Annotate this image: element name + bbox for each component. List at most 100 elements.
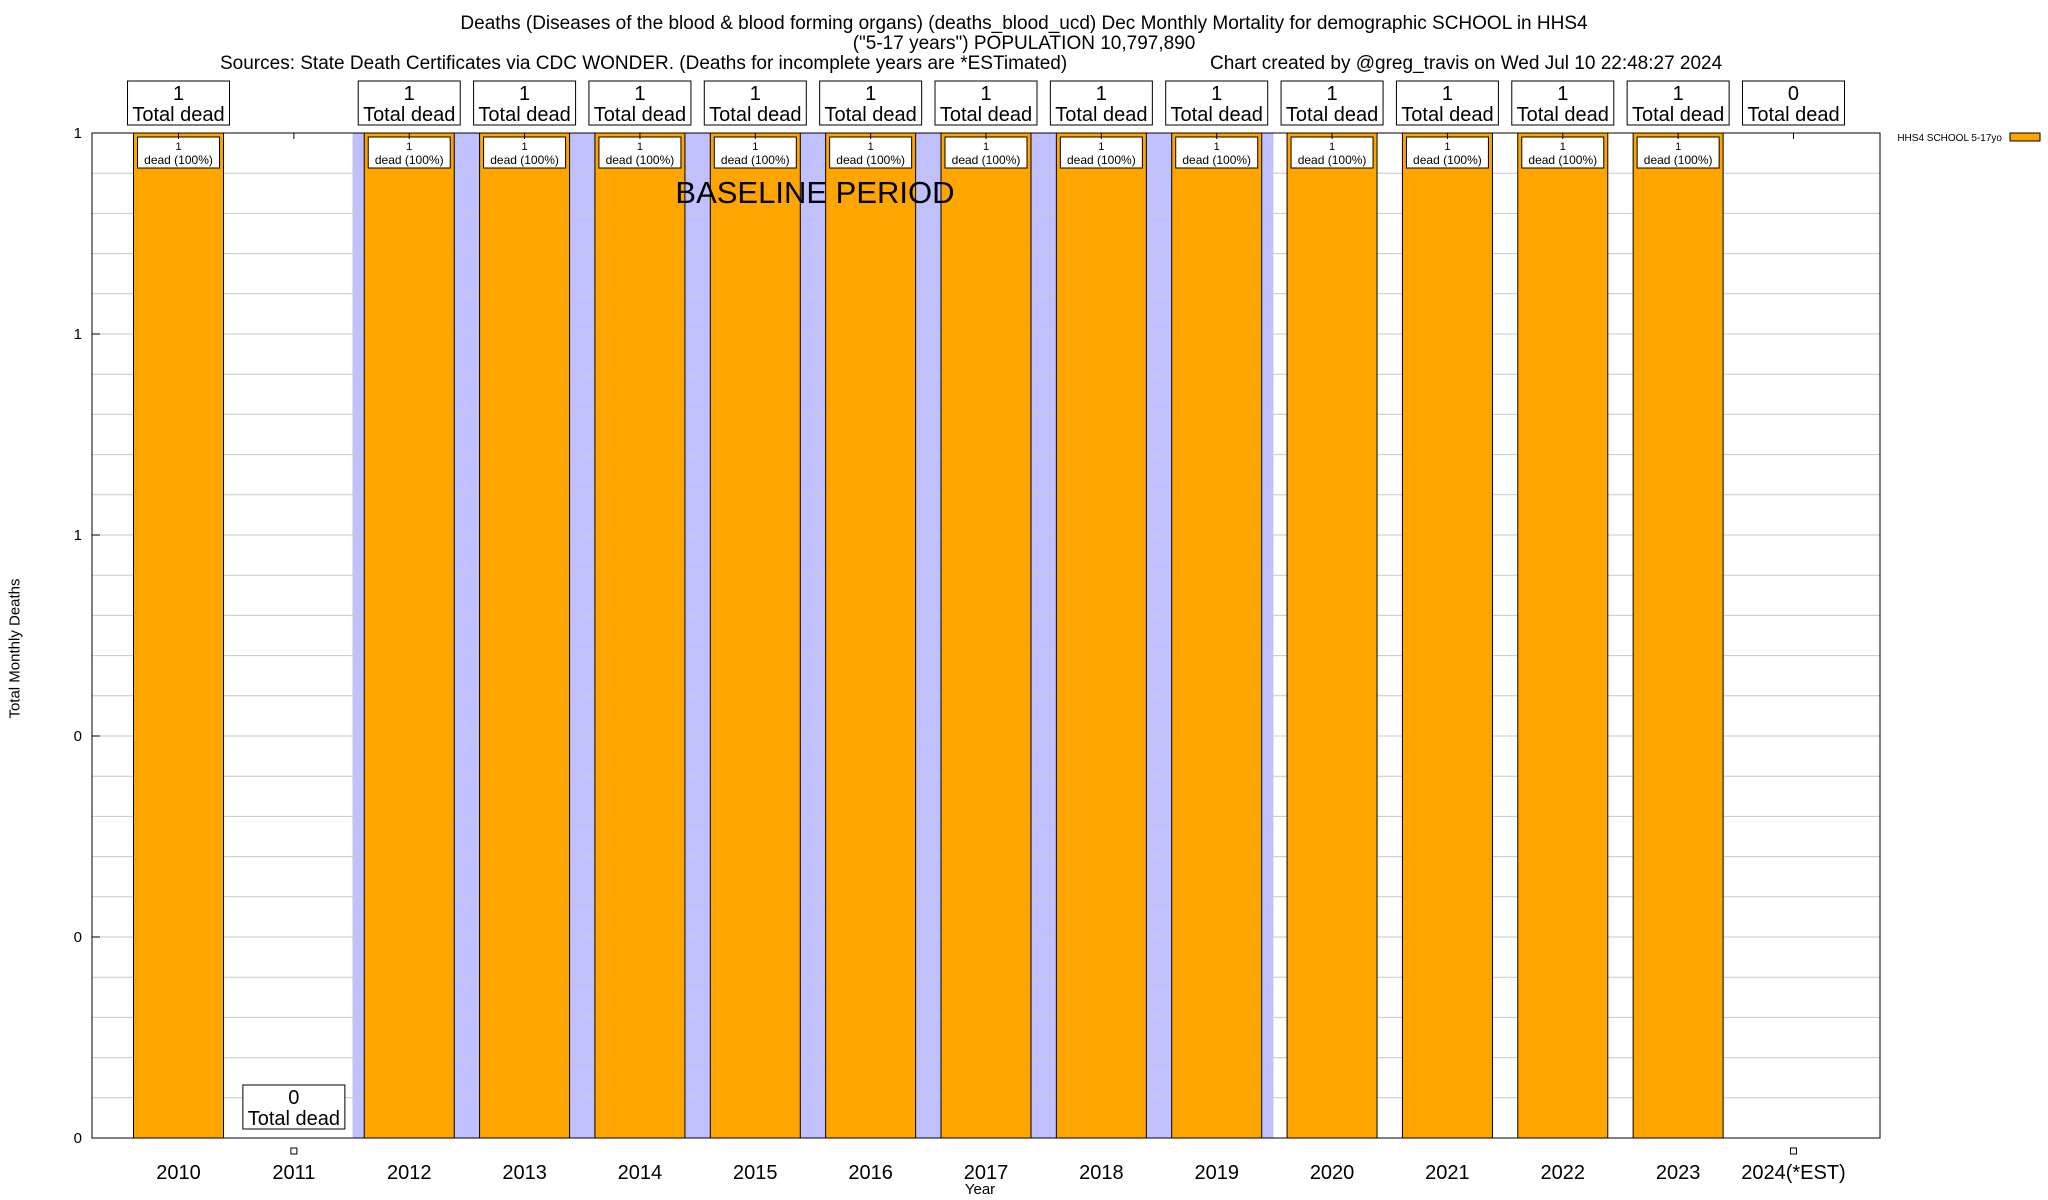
bar-label-text: dead (100%)	[1298, 153, 1367, 167]
x-tick-label: 2012	[387, 1162, 432, 1184]
bar	[825, 132, 917, 1139]
bar-label-box	[1521, 136, 1605, 169]
total-label-count: 0	[1788, 83, 1799, 105]
total-label-count: 1	[1327, 83, 1338, 105]
total-label-count: 1	[404, 83, 415, 105]
bar-label-count: 1	[1098, 141, 1104, 153]
bar-label-box	[1175, 136, 1259, 169]
total-label-count: 1	[980, 83, 991, 105]
bar-label-count: 1	[752, 141, 758, 153]
bar-label-text: dead (100%)	[1644, 153, 1713, 167]
bar-label-count: 1	[868, 141, 874, 153]
bar-label-count: 1	[983, 141, 989, 153]
total-label-suffix: Total dead	[132, 104, 224, 126]
x-tick-label: 2020	[1310, 1162, 1355, 1184]
y-axis-label: Total Monthly Deaths	[6, 578, 24, 719]
total-label-count: 1	[519, 83, 530, 105]
baseline-label: BASELINE PERIOD	[675, 175, 954, 210]
x-tick-label: 2023	[1656, 1162, 1701, 1184]
bar-label-text: dead (100%)	[606, 153, 675, 167]
bar-label-text: dead (100%)	[836, 153, 905, 167]
total-label-box	[703, 80, 807, 126]
total-label-count: 1	[634, 83, 645, 105]
bar	[479, 132, 571, 1139]
total-label-box	[473, 80, 577, 126]
zero-marker	[290, 1147, 298, 1155]
total-label-count: 1	[750, 83, 761, 105]
y-tick-label: 0	[74, 728, 82, 745]
x-tick-label: 2018	[1079, 1162, 1124, 1184]
y-tick-label: 0	[74, 929, 82, 946]
bar-label-count: 1	[1675, 141, 1681, 153]
total-label-count: 1	[865, 83, 876, 105]
total-label-box	[1395, 80, 1499, 126]
total-label-box	[588, 80, 692, 126]
total-label-suffix: Total dead	[594, 104, 686, 126]
chart-title-line-1: Deaths (Diseases of the blood & blood fo…	[460, 13, 1588, 34]
legend-label: HHS4 SCHOOL 5-17yo	[1897, 133, 2002, 144]
bar-label-text: dead (100%)	[375, 153, 444, 167]
total-label-suffix: Total dead	[1632, 104, 1724, 126]
y-tick-label: 1	[74, 527, 82, 544]
total-label-box	[127, 80, 231, 126]
chart-title-line-2: ("5-17 years") POPULATION 10,797,890	[852, 33, 1196, 54]
bar-label-text: dead (100%)	[952, 153, 1021, 167]
total-label-suffix: Total dead	[709, 104, 801, 126]
bar-label-count: 1	[637, 141, 643, 153]
credit-text: Chart created by @greg_travis on Wed Jul…	[1210, 53, 1723, 74]
total-label-suffix: Total dead	[1286, 104, 1378, 126]
x-tick-label: 2013	[502, 1162, 547, 1184]
plot-frame	[91, 132, 1881, 1139]
bar-label-count: 1	[1214, 141, 1220, 153]
total-label-suffix: Total dead	[248, 1108, 340, 1130]
bar	[940, 132, 1032, 1139]
bar-label-box	[829, 136, 913, 169]
total-label-suffix: Total dead	[824, 104, 916, 126]
bar-label-count: 1	[522, 141, 528, 153]
total-label-suffix: Total dead	[940, 104, 1032, 126]
y-tick-label: 1	[74, 125, 82, 142]
total-label-box	[934, 80, 1038, 126]
legend-swatch	[2009, 132, 2041, 142]
total-label-box	[1049, 80, 1153, 126]
total-label-box	[357, 80, 461, 126]
bar-label-text: dead (100%)	[721, 153, 790, 167]
total-label-count: 1	[1557, 83, 1568, 105]
total-label-suffix: Total dead	[1401, 104, 1493, 126]
x-tick-label: 2014	[618, 1162, 663, 1184]
bar-label-text: dead (100%)	[490, 153, 559, 167]
x-axis-label: Year	[964, 1181, 996, 1198]
x-tick-label: 2016	[848, 1162, 893, 1184]
bar-label-text: dead (100%)	[1528, 153, 1597, 167]
x-tick-label: 2010	[156, 1162, 201, 1184]
bar-label-box	[944, 136, 1028, 169]
bar-label-box	[1290, 136, 1374, 169]
total-label-suffix: Total dead	[1171, 104, 1263, 126]
bar	[133, 132, 225, 1139]
total-label-count: 1	[1442, 83, 1453, 105]
bar-label-count: 1	[1560, 141, 1566, 153]
total-label-suffix: Total dead	[1517, 104, 1609, 126]
sources-text: Sources: State Death Certificates via CD…	[220, 53, 1068, 74]
bar-label-box	[598, 136, 682, 169]
total-label-box	[1741, 80, 1845, 126]
x-tick-label: 2017	[964, 1162, 1009, 1184]
bar	[1286, 132, 1378, 1139]
total-label-suffix: Total dead	[1055, 104, 1147, 126]
total-label-count: 1	[1096, 83, 1107, 105]
bar-label-box	[1636, 136, 1720, 169]
total-label-suffix: Total dead	[478, 104, 570, 126]
bar	[1517, 132, 1609, 1139]
bar	[1632, 132, 1724, 1139]
x-tick-label: 2019	[1194, 1162, 1239, 1184]
x-tick-label: 2011	[272, 1162, 315, 1184]
total-label-box	[1165, 80, 1269, 126]
total-label-box	[1280, 80, 1384, 126]
bar-label-count: 1	[1444, 141, 1450, 153]
bar	[1055, 132, 1147, 1139]
bar-label-count: 1	[175, 141, 181, 153]
y-tick-label: 1	[74, 326, 82, 343]
bar-label-text: dead (100%)	[1067, 153, 1136, 167]
bar-label-box	[367, 136, 451, 169]
